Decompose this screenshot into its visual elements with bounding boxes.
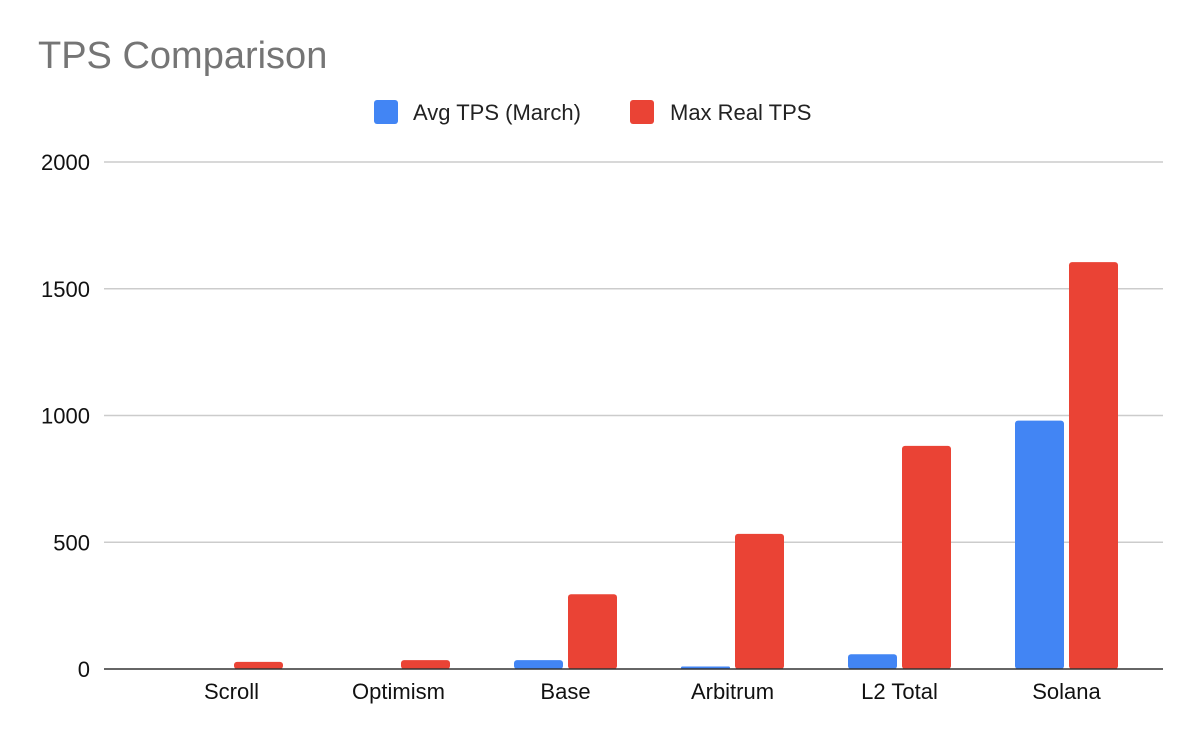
bar-l2-total-max-real-tps [902,445,951,669]
bar-arbitrum-max-real-tps [735,533,784,669]
x-tick-label: Scroll [204,679,259,704]
bar-solana-avg-tps [1015,420,1064,669]
x-tick-label: L2 Total [861,679,938,704]
x-tick-label: Arbitrum [691,679,774,704]
bars [180,262,1118,669]
legend-label-max-real-tps: Max Real TPS [670,100,811,125]
bar-base-max-real-tps [568,594,617,669]
legend-swatch-avg-tps [374,100,398,124]
bar-l2-total-avg-tps [848,654,897,669]
bar-base-avg-tps [514,660,563,669]
legend-label-avg-tps: Avg TPS (March) [413,100,581,125]
legend-swatch-max-real-tps [630,100,654,124]
x-tick-label: Optimism [352,679,445,704]
y-gridlines [104,161,1163,543]
x-tick-label: Base [540,679,590,704]
y-tick-label: 2000 [41,150,90,175]
y-tick-label: 500 [53,530,90,555]
x-tick-label: Solana [1032,679,1101,704]
y-tick-label: 1500 [41,277,90,302]
y-axis-ticks: 0 500 1000 1500 2000 [41,150,90,682]
bar-solana-max-real-tps [1069,262,1118,669]
legend: Avg TPS (March) Max Real TPS [374,100,811,125]
x-axis-ticks: Scroll Optimism Base Arbitrum L2 Total Solana [204,679,1102,704]
y-tick-label: 1000 [41,404,90,429]
bar-scroll-max-real-tps [234,661,283,669]
bar-optimism-max-real-tps [401,660,450,669]
y-tick-label: 0 [78,657,90,682]
chart-title: TPS Comparison [38,35,327,77]
